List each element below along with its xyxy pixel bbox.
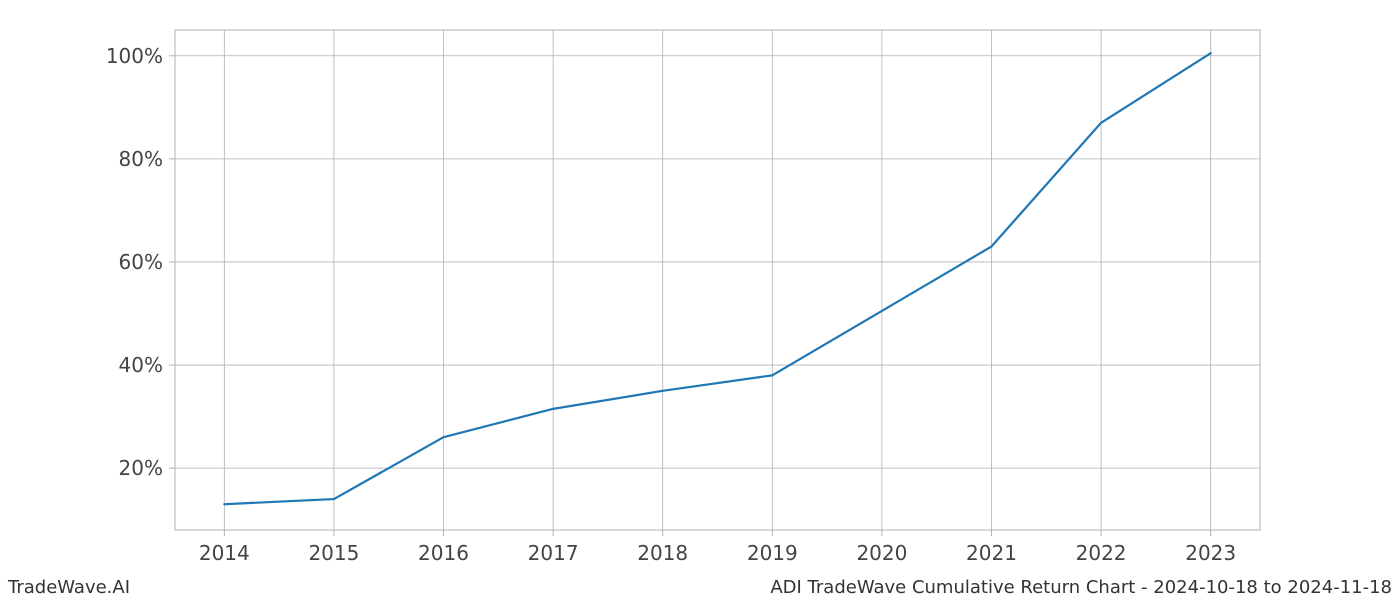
x-tick-label: 2019 <box>747 541 798 565</box>
x-tick-label: 2022 <box>1076 541 1127 565</box>
x-tick-label: 2015 <box>308 541 359 565</box>
chart-container: 2014 2015 2016 2017 2018 2019 2020 2021 2022 2023… <box>0 0 1400 600</box>
y-tick-label: 80% <box>119 147 163 171</box>
x-tick-label: 2023 <box>1185 541 1236 565</box>
x-tick-label: 2018 <box>637 541 688 565</box>
x-tick-label: 2014 <box>199 541 250 565</box>
y-tick-label: 40% <box>119 353 163 377</box>
x-tick-label: 2017 <box>528 541 579 565</box>
x-tick-label: 2016 <box>418 541 469 565</box>
y-tick-label: 60% <box>119 250 163 274</box>
x-tick-label: 2021 <box>966 541 1017 565</box>
y-tick-label: 100% <box>106 44 163 68</box>
line-chart: 2014 2015 2016 2017 2018 2019 2020 2021 2022 2023… <box>0 0 1400 600</box>
x-tick-label: 2020 <box>856 541 907 565</box>
y-tick-label: 20% <box>119 456 163 480</box>
